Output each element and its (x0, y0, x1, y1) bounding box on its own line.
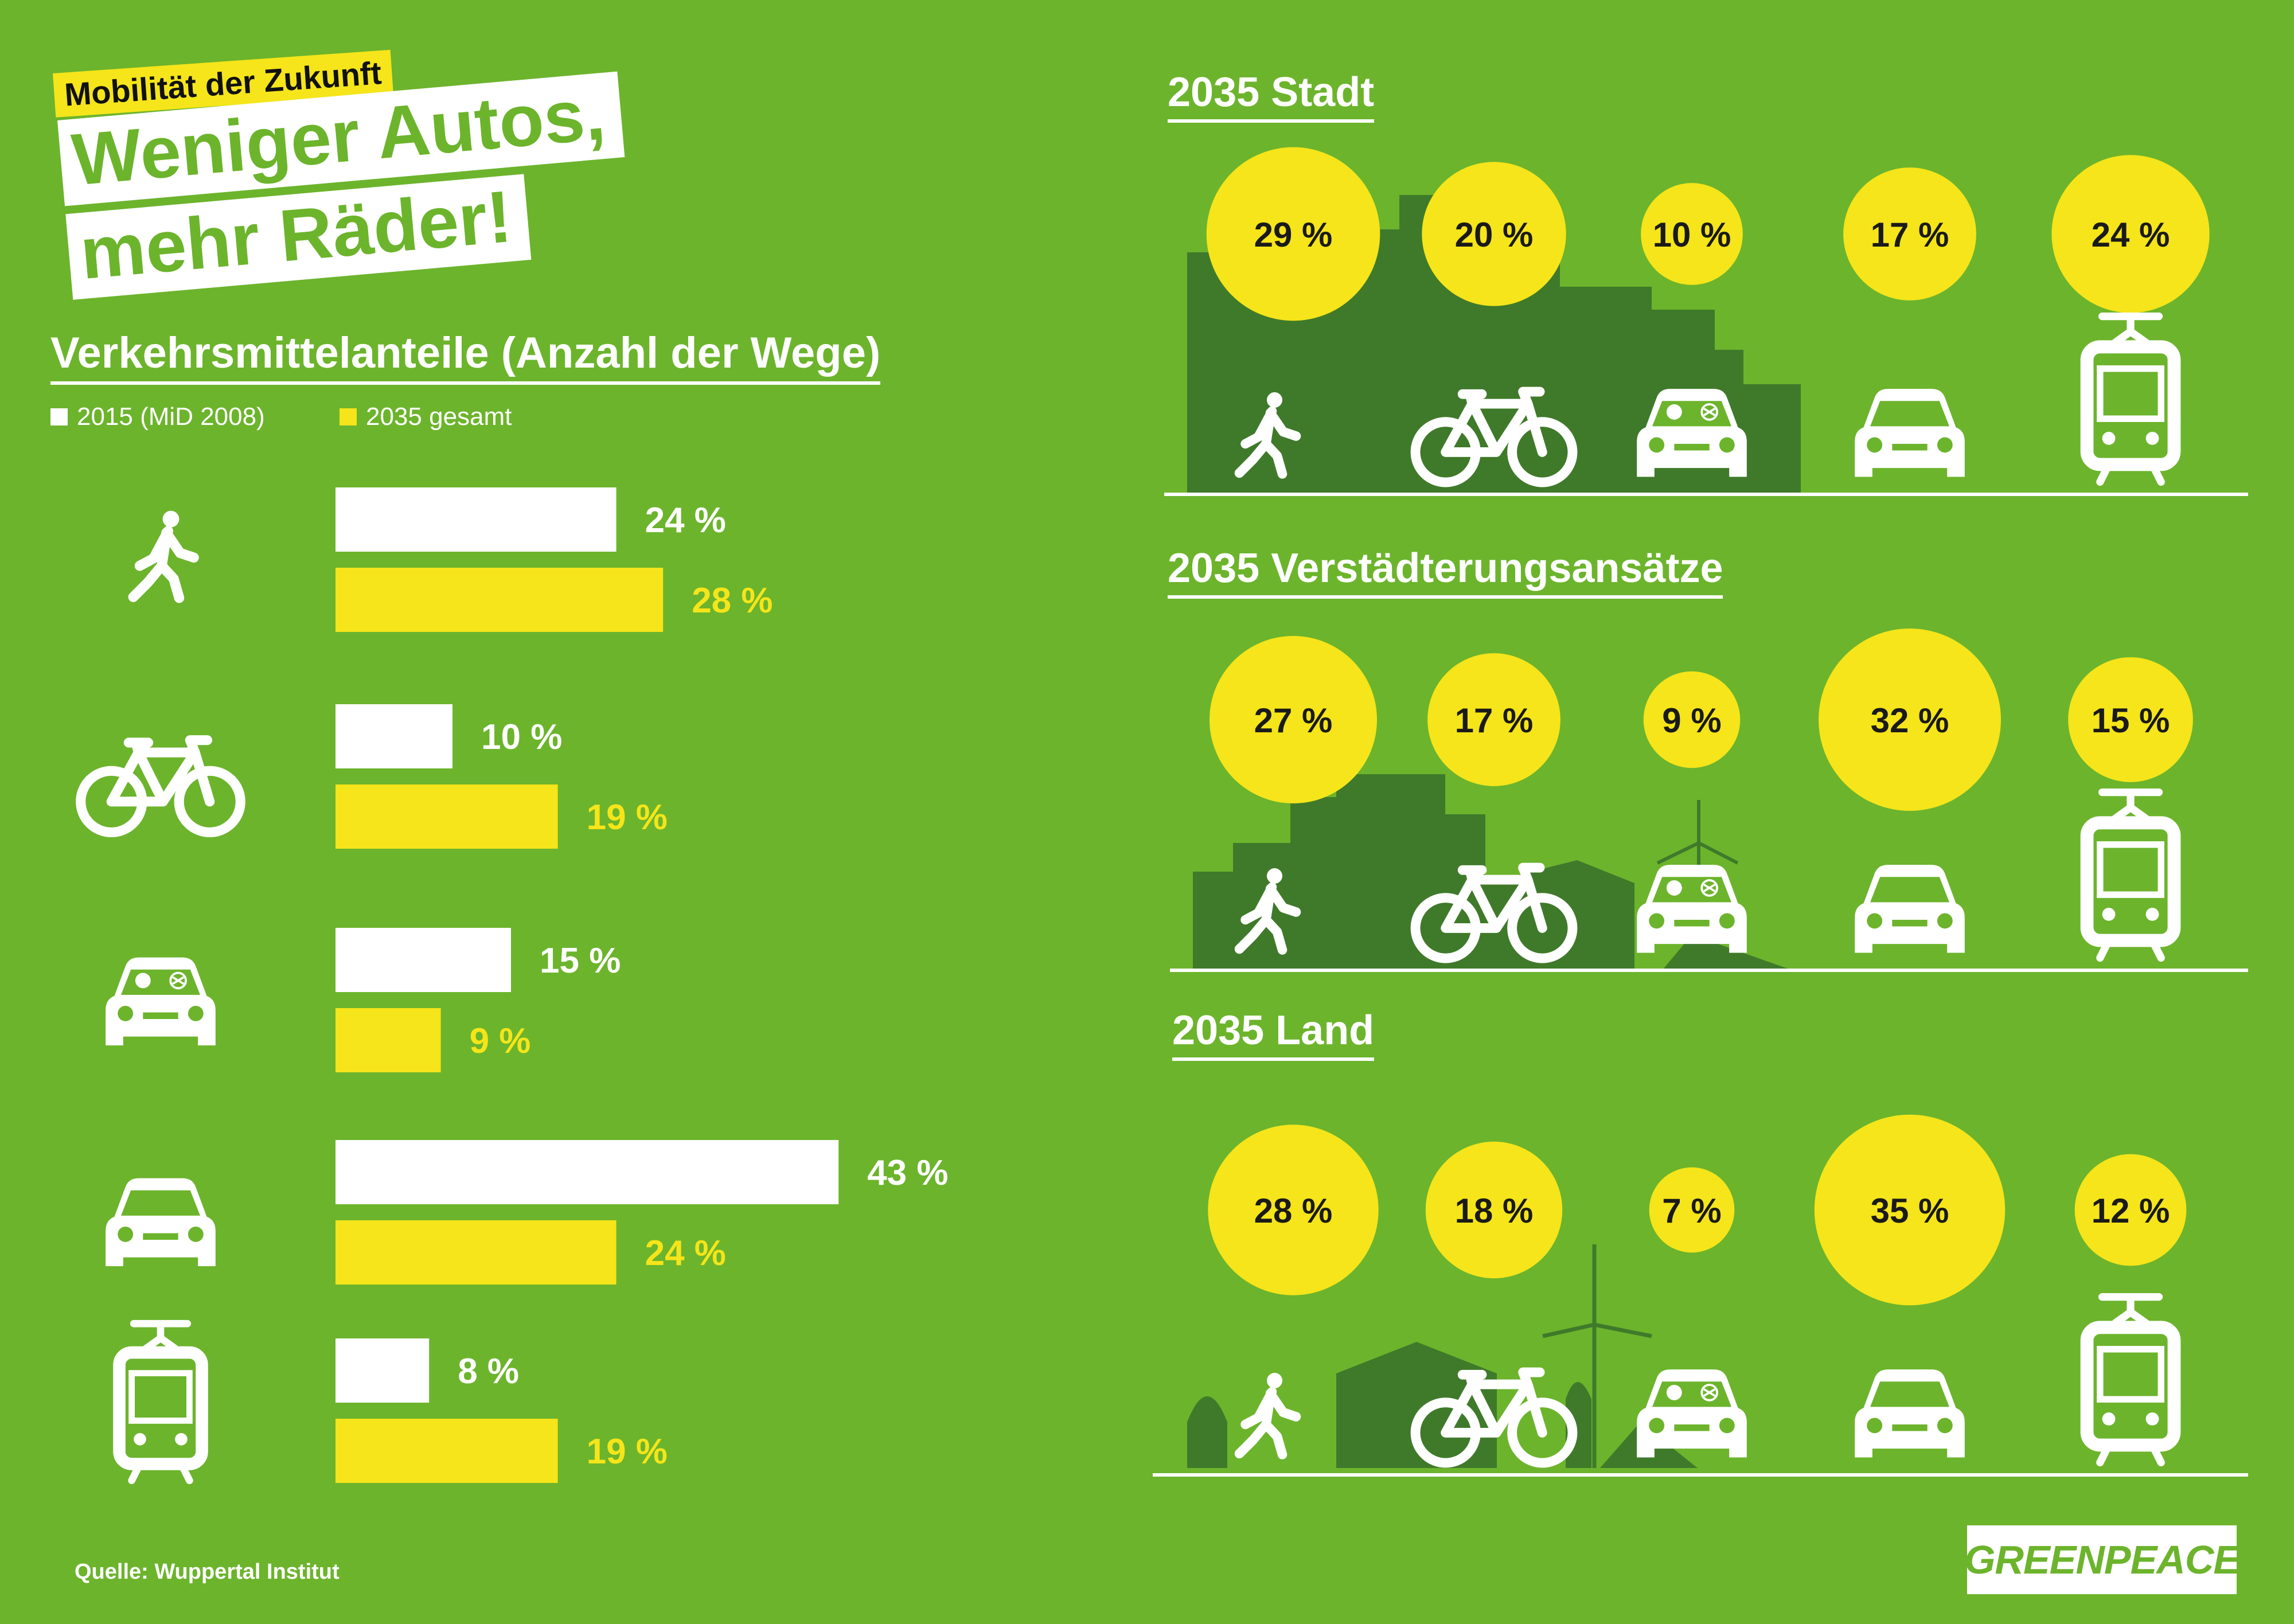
bubble-1-1 (1206, 147, 1380, 321)
bubble-label-2-5: 15 % (2092, 701, 2170, 740)
legend-label-2035: 2035 gesamt (366, 403, 512, 431)
bar-2015-3 (335, 928, 511, 992)
bar-label-2035-2: 19 % (587, 798, 668, 837)
bar-2035-4 (335, 1220, 617, 1285)
bubble-3-3 (1649, 1167, 1735, 1253)
bar-2015-4 (335, 1140, 839, 1204)
bubble-label-3-1: 28 % (1254, 1192, 1333, 1230)
bubble-3-1 (1208, 1125, 1379, 1295)
legend-swatch-yellow (340, 408, 357, 425)
bubble-label-3-5: 12 % (2092, 1192, 2170, 1230)
bar-2035-1 (335, 568, 664, 632)
bubble-2-1 (1209, 635, 1378, 804)
panel-1-car-icon (1855, 389, 1965, 477)
panel-title-verstaedterung: 2035 Verstädterungsansätze (1168, 545, 1723, 599)
bubble-label-3-2: 18 % (1455, 1192, 1534, 1230)
bar-label-2035-3: 9 % (470, 1021, 531, 1061)
bubble-label-1-5: 24 % (2092, 216, 2170, 254)
bar-2015-2 (335, 704, 452, 768)
panel-1-tram-icon (2087, 317, 2174, 482)
panel-2-car-passenger-icon (1637, 865, 1747, 952)
bubble-1-2 (1422, 162, 1566, 306)
bubble-group: 29 % 20 % 10 % 17 % 24 % 27 % 17 % 9 % 32 % 15 % 2… (1206, 147, 2210, 1306)
bar-row-car-passenger-icon (106, 958, 216, 1045)
bubble-label-2-3: 9 % (1662, 701, 1721, 740)
bubble-1-5 (2051, 155, 2210, 313)
bar-label-2015-1: 24 % (645, 501, 726, 540)
bubble-label-2-2: 17 % (1455, 701, 1534, 740)
panel-2-tram-icon (2087, 793, 2174, 958)
bubble-2-2 (1427, 653, 1560, 786)
panel-3-car-icon (1855, 1369, 1965, 1458)
bubble-label-3-3: 7 % (1662, 1192, 1721, 1230)
bubble-3-5 (2074, 1154, 2187, 1266)
bar-label-2015-4: 43 % (867, 1153, 948, 1193)
legend-label-2015: 2015 (MiD 2008) (77, 403, 265, 431)
bar-2035-5 (335, 1419, 558, 1483)
legend-item-2035: 2035 gesamt (340, 403, 512, 431)
bar-chart-title: Verkehrsmittelanteile (Anzahl der Wege) (50, 328, 881, 385)
bar-row-tram-icon (119, 1324, 202, 1481)
bar-label-2015-3: 15 % (540, 941, 621, 981)
bubble-3-2 (1425, 1141, 1563, 1279)
panel-title-stadt: 2035 Stadt (1168, 69, 1375, 123)
bubble-3-4 (1814, 1114, 2006, 1306)
bubble-label-3-4: 35 % (1871, 1192, 1949, 1230)
bar-group: 24 % 28 % 10 % 19 % 15 %9 % 43 % 24 % 8 % 19 % (335, 487, 949, 1483)
bubble-label-1-2: 20 % (1455, 216, 1534, 254)
bar-row-walk-icon (133, 511, 194, 598)
bar-label-2015-5: 8 % (458, 1352, 519, 1391)
bar-label-2015-2: 10 % (481, 717, 562, 757)
greenpeace-logo: GREENPEACE (1964, 1525, 2240, 1594)
bar-2015-5 (335, 1338, 430, 1403)
bubble-2-3 (1643, 671, 1741, 768)
bubble-1-3 (1641, 183, 1743, 285)
bar-label-2035-1: 28 % (692, 581, 773, 620)
legend-swatch-white (50, 408, 68, 425)
bubble-2-4 (1819, 628, 2001, 811)
bubble-1-4 (1843, 167, 1976, 300)
bubble-label-2-1: 27 % (1254, 701, 1333, 740)
bar-label-2035-4: 24 % (645, 1233, 726, 1273)
bubble-2-5 (2068, 657, 2193, 782)
panel-3-walk-icon (1239, 1373, 1296, 1455)
bubble-label-2-4: 32 % (1871, 701, 1949, 740)
bar-row-car-icon (106, 1178, 216, 1266)
bubble-label-1-4: 17 % (1871, 216, 1949, 254)
bubble-label-1-1: 29 % (1254, 216, 1333, 254)
source-note: Quelle: Wuppertal Institut (75, 1560, 340, 1584)
bar-2035-2 (335, 784, 558, 849)
panel-title-land: 2035 Land (1172, 1007, 1375, 1061)
bar-2015-1 (335, 487, 617, 552)
panel-3-tram-icon (2087, 1297, 2174, 1463)
bubble-label-1-3: 10 % (1653, 216, 1731, 254)
panel-3-car-passenger-icon (1637, 1369, 1747, 1457)
bar-2035-3 (335, 1008, 441, 1072)
legend-item-2015: 2015 (MiD 2008) (50, 403, 265, 431)
logo-text: GREENPEACE (1964, 1537, 2240, 1582)
bar-row-bicycle-icon (81, 740, 241, 833)
panel-2-car-icon (1855, 865, 1965, 953)
bar-label-2035-5: 19 % (587, 1432, 668, 1471)
